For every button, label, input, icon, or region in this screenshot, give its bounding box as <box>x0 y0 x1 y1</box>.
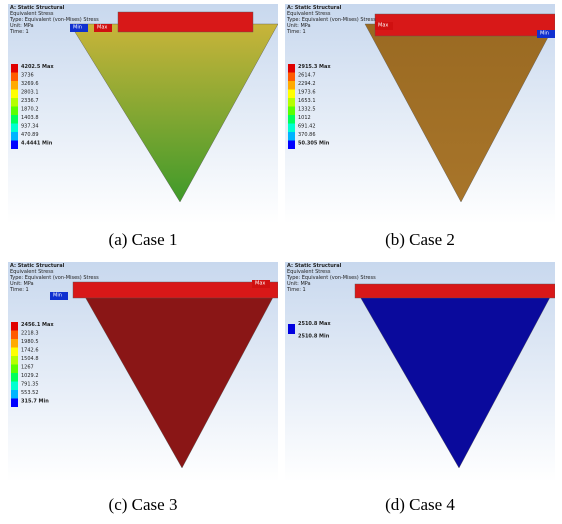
legend-swatch <box>288 324 295 334</box>
legend-swatch <box>11 399 18 408</box>
legend-swatch <box>11 141 18 150</box>
legend-label: 1029.2 <box>21 373 39 379</box>
legend-label: 4.4441 Min <box>21 141 53 147</box>
top-plate <box>73 282 278 298</box>
legend-label: 2218.3 <box>21 331 39 337</box>
legend-label: 2915.3 Max <box>298 64 331 70</box>
legend-label: 2510.8 Max <box>298 321 331 327</box>
legend-swatch <box>288 90 295 99</box>
legend-swatch <box>11 124 18 133</box>
legend-label: 2614.7 <box>298 73 316 79</box>
legend-label: 791.35 <box>21 382 39 388</box>
legend-swatch <box>11 107 18 116</box>
probe-label: Min <box>540 31 549 37</box>
legend-swatch <box>288 81 295 90</box>
legend-label: 315.7 Min <box>21 399 49 405</box>
probe-label: Max <box>378 23 388 29</box>
legend-label: 1504.8 <box>21 356 39 362</box>
legend-swatch <box>288 124 295 133</box>
probe-label: Min <box>73 25 82 31</box>
caption: (a) Case 1 <box>8 230 278 250</box>
header-line: Time: 1 <box>286 287 306 293</box>
legend-label: 1973.6 <box>298 90 316 96</box>
legend-swatch <box>11 331 18 340</box>
legend-swatch <box>288 64 295 73</box>
legend-label: 3269.6 <box>21 81 39 87</box>
legend-label: 1332.5 <box>298 107 316 113</box>
legend-swatch <box>11 81 18 90</box>
legend-swatch <box>11 339 18 348</box>
probe-label: Max <box>255 281 265 287</box>
top-plate <box>355 284 555 298</box>
legend-label: 1267 <box>21 365 34 371</box>
legend-label: 1870.2 <box>21 107 39 113</box>
legend-swatch <box>11 98 18 107</box>
probe-label: Max <box>97 25 107 31</box>
legend-swatch <box>11 382 18 391</box>
top-plate <box>118 12 253 32</box>
legend-swatch <box>11 322 18 331</box>
caption: (b) Case 2 <box>285 230 555 250</box>
legend-label: 50.305 Min <box>298 141 330 147</box>
legend-label: 4202.5 Max <box>21 64 54 70</box>
legend-label: 691.42 <box>298 124 316 130</box>
legend-swatch <box>11 365 18 374</box>
header-line: Time: 1 <box>9 287 29 293</box>
fea-view: A: Static StructuralEquivalent StressTyp… <box>285 262 555 482</box>
legend-swatch <box>288 141 295 150</box>
legend-swatch <box>11 73 18 82</box>
legend-label: 2336.7 <box>21 98 39 104</box>
legend-swatch <box>288 98 295 107</box>
header-line: Time: 1 <box>286 29 306 35</box>
legend-label: 2456.1 Max <box>21 322 54 328</box>
legend-label: 1980.5 <box>21 339 39 345</box>
legend-swatch <box>288 73 295 82</box>
legend-label: 470.89 <box>21 132 39 138</box>
legend-label: 553.52 <box>21 390 39 396</box>
legend-swatch <box>11 90 18 99</box>
legend-swatch <box>288 132 295 141</box>
top-plate <box>375 14 555 36</box>
legend-label: 1403.8 <box>21 115 39 121</box>
legend-label: 3736 <box>21 73 34 79</box>
legend-label: 1742.6 <box>21 348 39 354</box>
legend-label: 2803.1 <box>21 90 39 96</box>
legend-label: 937.34 <box>21 124 39 130</box>
caption: (d) Case 4 <box>285 495 555 515</box>
probe-label: Min <box>53 293 62 299</box>
legend-label: 2294.2 <box>298 81 316 87</box>
legend-label: 2510.8 Min <box>298 334 330 340</box>
header-line: Time: 1 <box>9 29 29 35</box>
legend-swatch <box>288 115 295 124</box>
legend-swatch <box>11 390 18 399</box>
legend-swatch <box>11 132 18 141</box>
fea-view: A: Static StructuralEquivalent StressTyp… <box>8 262 278 482</box>
legend-swatch <box>11 64 18 73</box>
legend-swatch <box>11 356 18 365</box>
legend-swatch <box>11 115 18 124</box>
legend-swatch <box>11 348 18 357</box>
legend-label: 1012 <box>298 115 311 121</box>
caption: (c) Case 3 <box>8 495 278 515</box>
page: A: Static StructuralEquivalent StressTyp… <box>0 0 562 524</box>
legend-label: 370.86 <box>298 132 316 138</box>
legend-swatch <box>11 373 18 382</box>
legend-swatch <box>288 107 295 116</box>
legend-label: 1653.1 <box>298 98 316 104</box>
